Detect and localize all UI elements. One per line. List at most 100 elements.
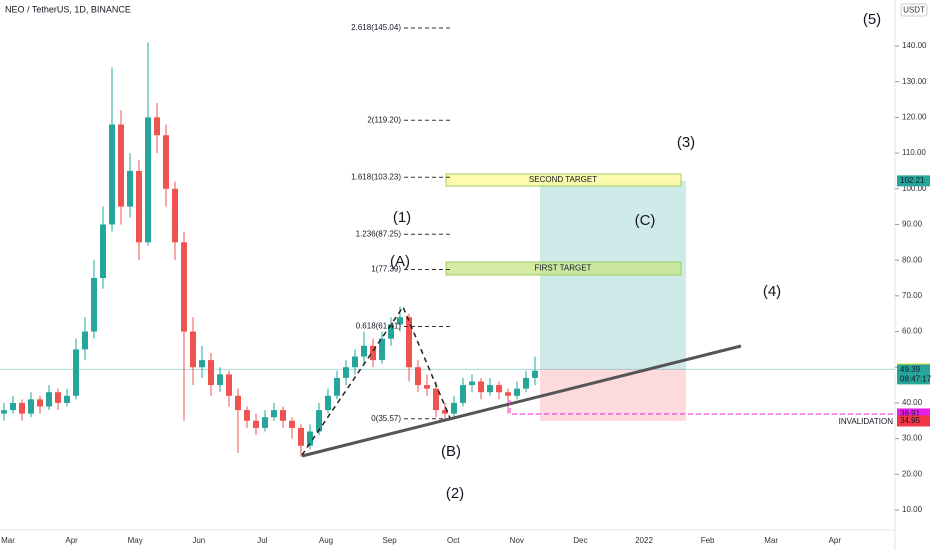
- wave-label: (3): [677, 134, 695, 151]
- y-tick-label: 110.00: [902, 148, 926, 157]
- candle-body: [226, 374, 232, 396]
- candle-body: [478, 381, 484, 393]
- price-tag: [897, 415, 930, 427]
- x-tick-label: 2022: [635, 536, 653, 545]
- wave-label: (C): [635, 212, 656, 229]
- candle-body: [379, 338, 385, 361]
- candle-body: [523, 377, 529, 389]
- candle-body: [298, 427, 304, 446]
- candle-body: [451, 402, 457, 414]
- fib-label: 1(77.39): [371, 265, 401, 274]
- candle-body: [424, 385, 430, 389]
- candle-body: [370, 345, 376, 361]
- candle-body: [280, 410, 286, 421]
- invalidation-line: [509, 400, 895, 415]
- candle-body: [271, 410, 277, 418]
- candle-body: [190, 331, 196, 368]
- candle-body: [37, 399, 43, 407]
- wave-label: (4): [763, 283, 781, 300]
- candle-body: [325, 395, 331, 411]
- candle-body: [343, 367, 349, 378]
- price-tag: [897, 364, 930, 385]
- price-tag-label: 36.91: [900, 409, 921, 418]
- fib-label: 0(35.57): [371, 414, 401, 423]
- y-tick-label: 40.00: [902, 398, 923, 407]
- candle-body: [28, 399, 34, 414]
- currency: USDT: [903, 6, 925, 15]
- fib-label: 1.618(103.23): [351, 172, 401, 181]
- candle-body: [109, 124, 115, 225]
- candle-body: [64, 395, 70, 403]
- x-tick-label: Jul: [257, 536, 267, 545]
- x-tick-label: Oct: [447, 536, 460, 545]
- wave-label: (A): [390, 253, 410, 270]
- candle-body: [46, 392, 52, 407]
- candle-body: [361, 345, 367, 357]
- y-tick-label: 10.00: [902, 505, 923, 514]
- fib-label: 0.618(61.41): [356, 322, 402, 331]
- candle-body: [244, 410, 250, 421]
- candle-body: [262, 417, 268, 428]
- candle-body: [289, 420, 295, 428]
- x-tick-label: Nov: [510, 536, 524, 545]
- second-target: [445, 173, 682, 187]
- price-tag-label: 49.39: [900, 365, 921, 374]
- y-tick-label: 130.00: [902, 77, 927, 86]
- candle-body: [172, 188, 178, 243]
- candle-body: [91, 278, 97, 332]
- candle-body: [352, 356, 358, 368]
- candle-body: [496, 385, 502, 393]
- candle-body: [307, 431, 313, 446]
- x-tick-label: Apr: [65, 536, 78, 545]
- candle-body: [82, 331, 88, 350]
- x-tick-label: Mar: [1, 536, 15, 545]
- candle-body: [73, 349, 79, 396]
- wave-label: (2): [446, 485, 464, 502]
- candle-body: [235, 395, 241, 411]
- candle-body: [100, 224, 106, 278]
- candle-body: [334, 377, 340, 396]
- candle-body: [460, 385, 466, 403]
- candle-body: [217, 374, 223, 386]
- candle-body: [19, 402, 25, 414]
- x-tick-label: Feb: [701, 536, 715, 545]
- candle-body: [397, 317, 403, 325]
- y-tick-label: 20.00: [902, 469, 923, 478]
- candle-body: [469, 381, 475, 386]
- trendline: [301, 344, 742, 458]
- first-target-label: FIRST TARGET: [535, 264, 592, 273]
- candle-body: [208, 360, 214, 386]
- candle-body: [127, 170, 133, 207]
- price-tag-time: 08:47:17: [900, 375, 932, 384]
- candle-body: [388, 324, 394, 339]
- candle-body: [415, 367, 421, 386]
- symbol-title: NEO / TetherUS, 1D, BINANCE: [5, 4, 131, 14]
- x-tick-label: Mar: [764, 536, 778, 545]
- candle-body: [532, 370, 538, 378]
- candle-body: [433, 388, 439, 411]
- candle-body: [10, 402, 16, 411]
- y-tick-label: 80.00: [902, 255, 923, 264]
- y-tick-label: 100.00: [902, 184, 927, 193]
- candle-body: [1, 410, 7, 414]
- fib-label: 1.236(87.25): [356, 229, 402, 238]
- fib-label: 2(119.20): [367, 115, 401, 124]
- candle-body: [163, 135, 169, 189]
- y-tick-label: 70.00: [902, 291, 923, 300]
- x-tick-label: Aug: [319, 536, 333, 545]
- candle-body: [514, 388, 520, 396]
- candle-body: [145, 117, 151, 243]
- candle-body: [316, 410, 322, 432]
- wave-label: (5): [863, 11, 881, 28]
- first-target: [445, 261, 682, 276]
- y-tick-label: 60.00: [902, 327, 923, 336]
- candle-body: [406, 317, 412, 368]
- x-tick-label: Sep: [382, 536, 397, 545]
- candle-body: [55, 392, 61, 403]
- currency-badge[interactable]: [900, 3, 928, 17]
- candle-body: [136, 170, 142, 243]
- x-tick-label: Jun: [192, 536, 205, 545]
- candle-body: [505, 392, 511, 396]
- fib-label: 2.618(145.04): [351, 23, 401, 32]
